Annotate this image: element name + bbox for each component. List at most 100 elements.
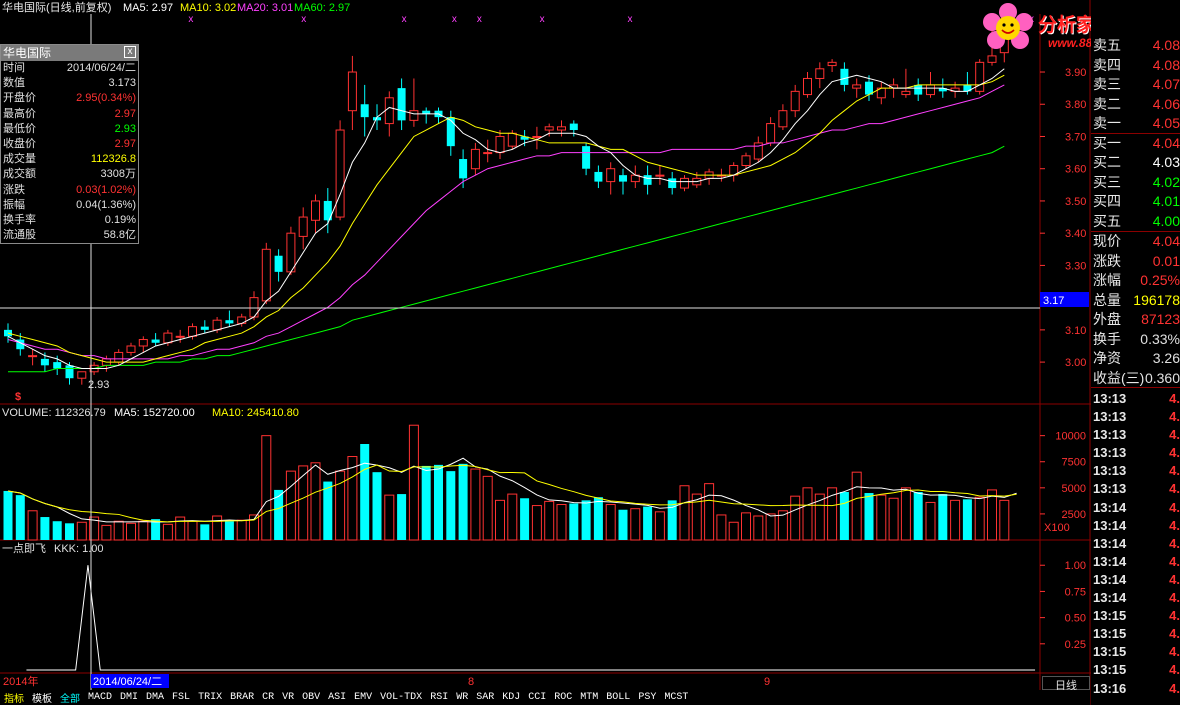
price-tick-label: 3.50 bbox=[1065, 196, 1086, 208]
candle-body-up bbox=[532, 135, 542, 138]
data-window-row: 收盘价 2.97 bbox=[1, 137, 138, 152]
candle-body-down bbox=[865, 81, 873, 95]
signal-marker: $ bbox=[15, 391, 21, 403]
close-icon[interactable]: x bbox=[124, 46, 136, 58]
candle-body-down bbox=[446, 117, 455, 147]
volume-bar-up bbox=[347, 456, 358, 541]
candle-body-up bbox=[138, 339, 148, 347]
data-window[interactable]: 华电国际 x 时间 2014/06/24/二 数值 3.173 开盘价 2.95(0.34%… bbox=[0, 44, 139, 244]
volume-bar-up bbox=[249, 514, 259, 541]
indicator-tab[interactable]: VR bbox=[282, 692, 295, 703]
ma10-line bbox=[7, 74, 1005, 363]
indicator-tab[interactable]: TRIX bbox=[198, 692, 223, 703]
volume-bar-down bbox=[569, 503, 579, 540]
order-book-row-value: 4.02 bbox=[1152, 173, 1180, 190]
volume-ma5-label: MA5: 152720.00 bbox=[114, 407, 195, 419]
candle-body-up bbox=[753, 142, 763, 160]
top-signal-marker: x bbox=[402, 14, 407, 25]
tick-price: 4. bbox=[1169, 662, 1180, 678]
data-window-label: 流通股 bbox=[3, 229, 36, 242]
indicator-tab[interactable]: VOL-TDX bbox=[380, 692, 423, 703]
indicator-tab[interactable]: WR bbox=[456, 692, 469, 703]
ma-legend-item: MA5: 2.97 bbox=[123, 2, 173, 14]
period-button[interactable]: 日线 bbox=[1042, 676, 1090, 692]
indicator-tab[interactable]: MTM bbox=[580, 692, 599, 703]
top-signal-marker: x bbox=[540, 14, 545, 25]
volume-bar-up bbox=[482, 475, 493, 541]
volume-bar-up bbox=[827, 487, 838, 541]
indicator-tab[interactable]: DMA bbox=[146, 692, 165, 703]
tick-row: 13:13 4. bbox=[1091, 426, 1180, 444]
indicator-tab[interactable]: KDJ bbox=[502, 692, 521, 703]
tick-row: 13:15 4. bbox=[1091, 607, 1180, 625]
tick-price: 4. bbox=[1169, 626, 1180, 642]
data-window-row: 成交量 112326.8 bbox=[1, 152, 138, 167]
indicator-tab[interactable]: ASI bbox=[328, 692, 347, 703]
candle-body-down bbox=[323, 200, 332, 221]
indicator-tab[interactable]: 模板 bbox=[32, 694, 52, 705]
candle-body-up bbox=[409, 110, 419, 121]
tick-time: 13:15 bbox=[1093, 662, 1127, 678]
price-tick-label: 3.70 bbox=[1065, 131, 1086, 143]
volume-tick-label: 7500 bbox=[1062, 457, 1086, 469]
tick-row: 13:14 4. bbox=[1091, 535, 1180, 553]
indicator-tab[interactable]: DMI bbox=[120, 692, 139, 703]
tick-row: 13:13 4. bbox=[1091, 444, 1180, 462]
tick-time: 13:14 bbox=[1093, 590, 1127, 606]
data-window-rows: 时间 2014/06/24/二 数值 3.173 开盘价 2.95(0.34%) 最高价 2.… bbox=[1, 61, 138, 243]
indicator-tab[interactable]: BOLL bbox=[606, 692, 631, 703]
indicator-tab[interactable]: FSL bbox=[172, 692, 191, 703]
volume-bar-up bbox=[408, 424, 419, 541]
order-book-row-label: 买一 bbox=[1093, 134, 1121, 151]
tick-price: 4. bbox=[1169, 391, 1180, 406]
quote-row: 涨幅 0.25% bbox=[1091, 271, 1180, 291]
volume-bar-up bbox=[310, 462, 321, 541]
volume-bar-up bbox=[113, 520, 124, 541]
volume-unit-label: X100 bbox=[1044, 522, 1070, 534]
volume-bar-up bbox=[175, 516, 186, 541]
data-window-stock-name: 华电国际 bbox=[3, 46, 52, 60]
indicator-tab[interactable]: EMV bbox=[354, 692, 373, 703]
candle-body-up bbox=[852, 84, 862, 89]
volume-bar-up bbox=[741, 512, 751, 541]
tick-price: 4. bbox=[1169, 445, 1180, 461]
indicator-tab[interactable]: CCI bbox=[528, 692, 547, 703]
volume-bar-down bbox=[3, 490, 13, 540]
candle-body-up bbox=[163, 332, 173, 344]
tick-price: 4. bbox=[1169, 571, 1180, 587]
indicator-tab[interactable]: CR bbox=[262, 692, 275, 703]
indicator-tab[interactable]: 全部 bbox=[60, 694, 80, 705]
tick-time: 13:13 bbox=[1093, 391, 1127, 406]
indicator-tab[interactable]: SAR bbox=[476, 692, 495, 703]
indicator-tab[interactable]: PSY bbox=[638, 692, 657, 703]
data-window-value: 3308万 bbox=[100, 168, 136, 181]
volume-tick-label: 5000 bbox=[1062, 483, 1086, 495]
tick-row: 13:13 4. bbox=[1091, 408, 1180, 426]
indicator-tab[interactable]: ROC bbox=[554, 692, 573, 703]
data-window-label: 换手率 bbox=[3, 213, 36, 226]
quote-row-label: 现价 bbox=[1093, 233, 1121, 249]
data-window-value: 112326.8 bbox=[90, 153, 136, 166]
data-window-row: 振幅 0.04(1.36%) bbox=[1, 198, 138, 213]
candle-body-up bbox=[975, 61, 985, 92]
tick-price: 4. bbox=[1169, 517, 1180, 533]
tick-row: 13:15 4. bbox=[1091, 625, 1180, 643]
indicator-tick-label: 0.75 bbox=[1065, 586, 1086, 598]
order-book-row-value: 4.04 bbox=[1152, 134, 1180, 151]
volume-bar-down bbox=[839, 492, 849, 540]
volume-bar-up bbox=[126, 522, 136, 541]
data-window-value: 2.93 bbox=[114, 122, 136, 135]
indicator-tab[interactable]: BRAR bbox=[230, 692, 255, 703]
indicator-tab[interactable]: RSI bbox=[430, 692, 449, 703]
candle-body-down bbox=[668, 178, 677, 189]
indicator-tab[interactable]: MACD bbox=[88, 692, 113, 703]
volume-bar-down bbox=[323, 481, 333, 540]
indicator-tab[interactable]: 指标 bbox=[4, 694, 24, 705]
indicator-tab[interactable]: OBV bbox=[302, 692, 321, 703]
volume-bar-down bbox=[65, 523, 74, 540]
indicator-tab[interactable]: MCST bbox=[664, 692, 689, 703]
volume-bar-up bbox=[261, 435, 272, 541]
volume-bar-up bbox=[531, 505, 542, 541]
top-signal-marker: x bbox=[452, 14, 457, 25]
